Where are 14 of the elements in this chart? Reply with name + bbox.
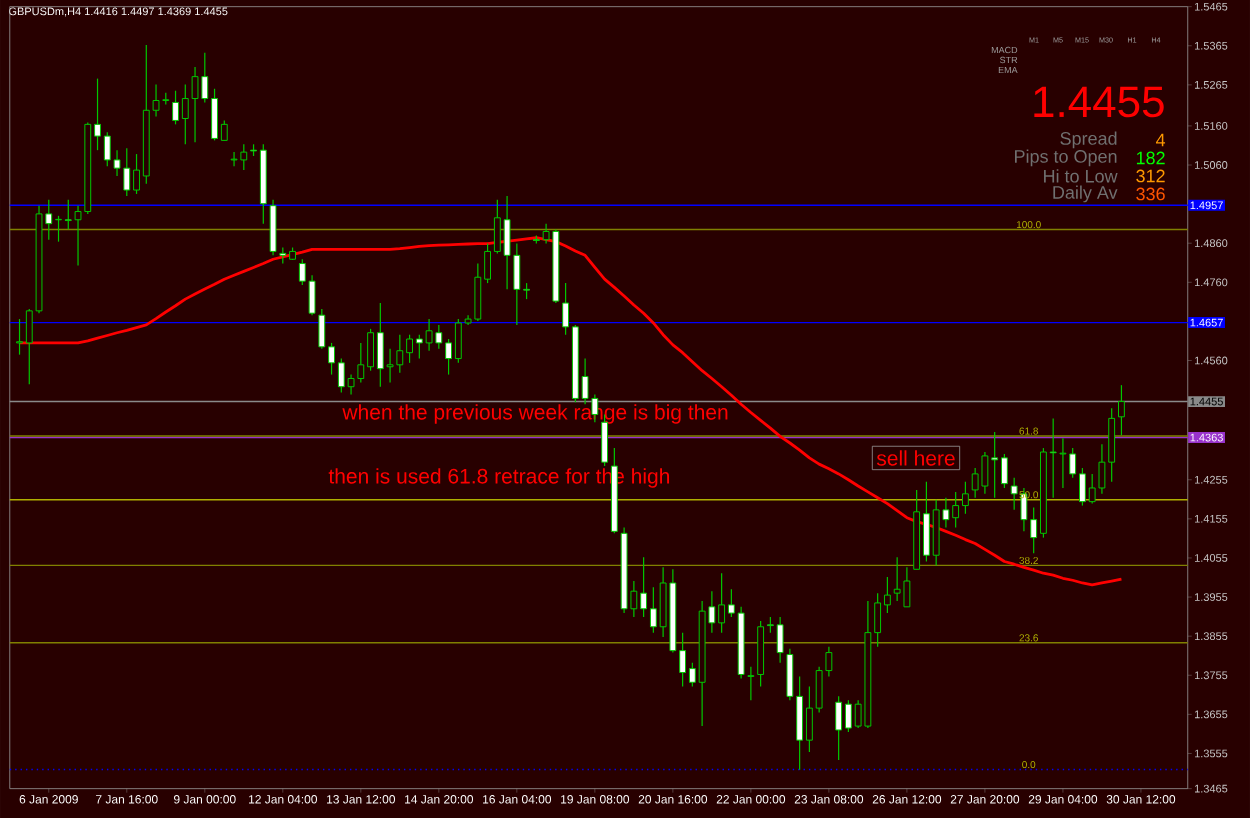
annotation: 312 — [1136, 169, 1165, 183]
annotation: 182 — [1136, 151, 1165, 165]
candlestick — [1118, 384, 1125, 436]
annotation: Daily Av — [1053, 185, 1118, 203]
annotation: 336 — [1136, 187, 1165, 201]
annotation: Pips to Open — [1015, 149, 1117, 167]
text: 4 — [1155, 133, 1166, 147]
annotation: sell here — [876, 450, 955, 466]
annotation: 1.4455 — [1034, 86, 1164, 118]
annotation: Hi to Low — [1044, 169, 1118, 183]
annotation: Spread — [1060, 131, 1117, 149]
candlestick — [757, 620, 765, 688]
candlestick — [747, 666, 755, 701]
candlestick — [269, 199, 277, 256]
